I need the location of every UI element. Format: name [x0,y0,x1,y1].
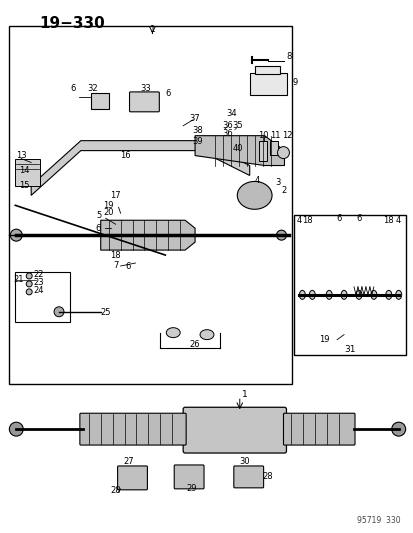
Text: 95719  330: 95719 330 [356,516,400,525]
Ellipse shape [370,290,376,300]
Text: 12: 12 [282,131,292,140]
Bar [294,215,405,354]
Circle shape [277,147,289,158]
Text: 18: 18 [382,216,393,225]
Text: 6: 6 [336,214,341,223]
FancyBboxPatch shape [233,466,263,488]
FancyBboxPatch shape [174,465,204,489]
Circle shape [54,307,64,317]
Text: 1: 1 [149,25,155,34]
Circle shape [9,422,23,436]
Text: 33: 33 [140,84,150,93]
Ellipse shape [199,330,214,340]
Text: 17: 17 [110,191,121,200]
Text: 7: 7 [113,261,118,270]
Text: 21: 21 [13,276,24,285]
Text: 4: 4 [296,216,301,225]
Text: 24: 24 [34,286,44,295]
Text: 34: 34 [226,109,237,118]
Text: 36: 36 [222,129,233,138]
Text: 26: 26 [189,340,200,349]
Bar [15,158,40,187]
Text: 14: 14 [19,166,29,175]
FancyBboxPatch shape [117,466,147,490]
Circle shape [276,230,286,240]
Text: 3: 3 [274,178,280,187]
Text: 8: 8 [286,52,292,61]
Text: 13: 13 [16,151,26,160]
Text: 19: 19 [103,201,114,210]
Text: 30: 30 [239,457,249,466]
Bar [9,26,292,384]
Circle shape [391,422,405,436]
Text: 39: 39 [192,137,203,146]
Text: 22: 22 [34,270,44,279]
Circle shape [26,289,32,295]
Polygon shape [195,136,284,166]
FancyBboxPatch shape [129,92,159,112]
Ellipse shape [340,290,346,300]
Text: 4: 4 [395,216,400,225]
Text: 6: 6 [70,84,76,93]
Text: 38: 38 [192,126,203,135]
Text: 25: 25 [100,308,111,317]
Text: 20: 20 [103,208,114,217]
Text: 35: 35 [232,121,242,130]
Text: 9: 9 [292,78,297,87]
Text: 5: 5 [96,211,101,220]
Circle shape [26,273,32,279]
Text: 18: 18 [110,251,121,260]
Text: 36: 36 [222,121,233,130]
Text: 29: 29 [186,484,197,494]
Text: 32: 32 [87,84,98,93]
Text: 23: 23 [34,278,44,287]
Text: 37: 37 [189,114,200,123]
FancyBboxPatch shape [80,413,186,445]
Bar [249,73,287,95]
Text: 18: 18 [301,216,312,225]
Text: 28: 28 [262,472,272,481]
Text: 6: 6 [126,262,131,271]
Text: 16: 16 [120,151,131,160]
Circle shape [26,281,32,287]
Ellipse shape [355,290,361,300]
Text: 28: 28 [110,486,121,495]
Text: 31: 31 [344,345,355,354]
FancyBboxPatch shape [283,413,354,445]
Circle shape [10,229,22,241]
Bar [269,141,277,155]
Text: 27: 27 [123,457,133,466]
FancyBboxPatch shape [183,407,286,453]
Ellipse shape [309,290,315,300]
Text: 11: 11 [270,131,280,140]
Text: 19−330: 19−330 [39,17,104,31]
Text: 1: 1 [241,390,247,399]
Ellipse shape [166,328,180,337]
Text: 6: 6 [165,90,171,99]
Ellipse shape [237,181,271,209]
Ellipse shape [385,290,391,300]
Bar [15,272,70,322]
Polygon shape [31,141,249,196]
Text: 40: 40 [232,144,242,153]
Text: 6: 6 [95,224,100,233]
Polygon shape [100,220,195,250]
Text: 10: 10 [258,131,268,140]
Text: 2: 2 [281,186,286,195]
Bar [90,93,108,109]
Ellipse shape [395,290,401,300]
Bar [258,141,266,160]
Ellipse shape [325,290,331,300]
Ellipse shape [299,290,305,300]
Bar [254,66,279,74]
Text: 6: 6 [356,214,361,223]
Text: 4: 4 [254,176,260,185]
Text: 15: 15 [19,181,29,190]
Text: 19: 19 [318,335,329,344]
